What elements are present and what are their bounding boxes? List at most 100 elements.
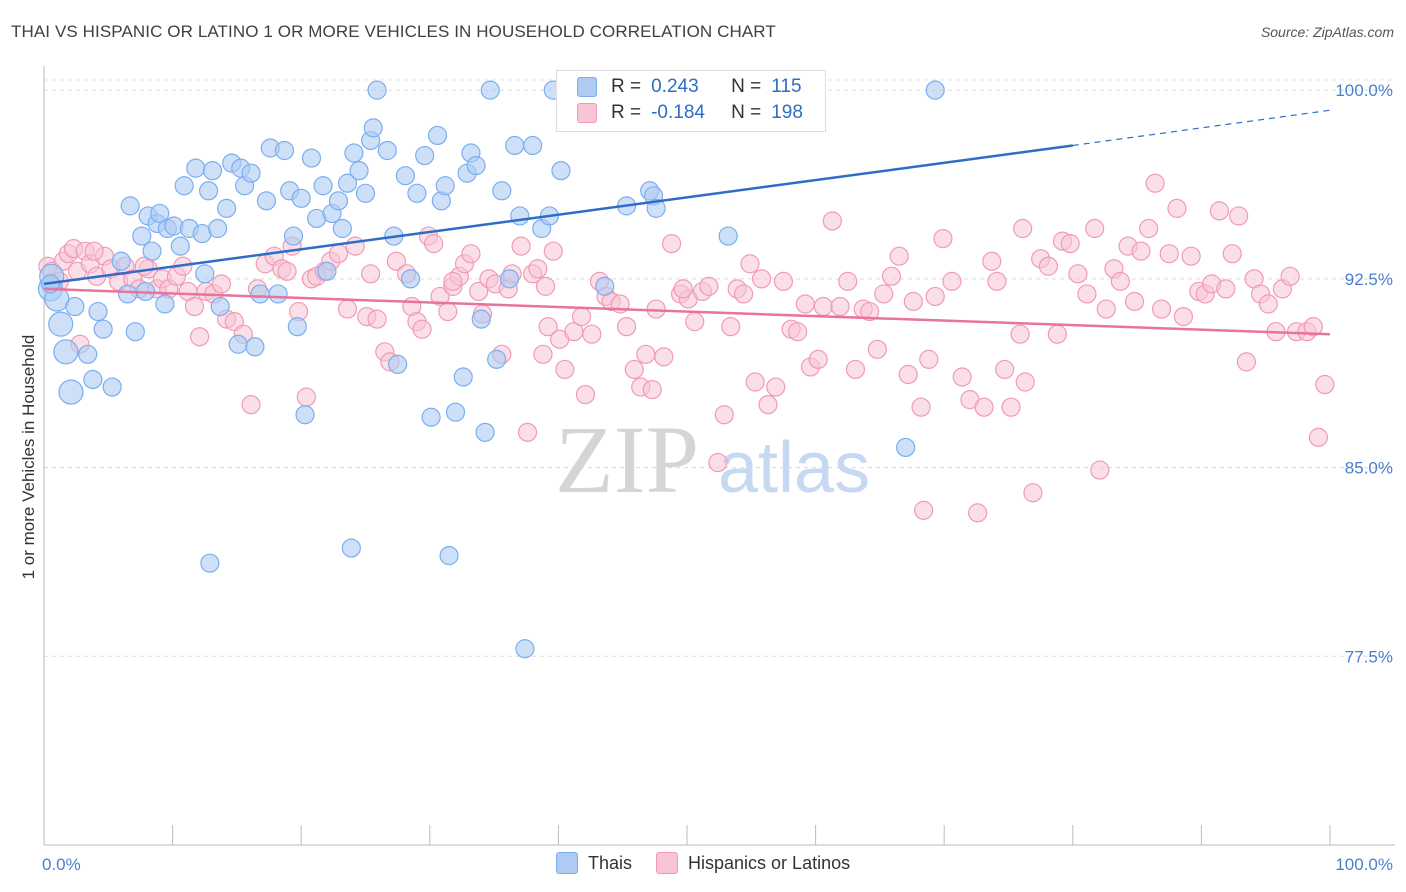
- thai-point: [88, 301, 108, 322]
- x-tick-labels: 0.0% 100.0%: [42, 855, 1393, 874]
- hispanic-point: [438, 301, 458, 322]
- hispanic-point: [1303, 317, 1323, 337]
- thai-point: [268, 284, 288, 304]
- thai-point: [407, 183, 427, 203]
- hispanic-point: [708, 452, 728, 473]
- thai-point: [551, 161, 571, 181]
- hispanic-point: [469, 281, 489, 302]
- legend-label-hispanics: Hispanics or Latinos: [688, 852, 851, 873]
- legend-swatch-thais: [556, 852, 578, 874]
- legend-r-label: R =: [611, 76, 642, 97]
- hispanic-point: [1001, 397, 1021, 417]
- hispanic-point: [914, 500, 934, 520]
- legend-swatch-pink: [577, 103, 597, 123]
- hispanic-point: [903, 291, 923, 312]
- thai-point: [250, 284, 270, 304]
- hispanic-point: [721, 317, 741, 337]
- thai-point: [170, 236, 190, 256]
- chart-source: Source: ZipAtlas.com: [1260, 24, 1394, 40]
- thai-point: [53, 339, 79, 365]
- thai-point: [337, 173, 358, 193]
- x-tick-label-max: 100.0%: [1335, 855, 1393, 874]
- thai-point: [313, 176, 333, 196]
- legend-item-hispanics: Hispanics or Latinos: [656, 852, 850, 874]
- thai-point: [328, 191, 349, 211]
- hispanic-point: [642, 379, 662, 400]
- hispanic-point: [277, 261, 297, 281]
- hispanic-point: [1236, 352, 1257, 372]
- hispanic-point: [424, 234, 444, 254]
- watermark-atlas: atlas: [718, 428, 870, 508]
- thai-point: [395, 166, 415, 186]
- thai-point: [200, 553, 220, 573]
- hispanic-point: [1096, 299, 1116, 319]
- hispanic-point: [1308, 427, 1329, 447]
- y-tick-labels: 100.0% 92.5% 85.0% 77.5%: [1335, 81, 1393, 666]
- hispanic-point: [555, 359, 575, 380]
- thai-point: [125, 322, 145, 342]
- thai-point: [363, 118, 383, 138]
- thai-point: [421, 407, 441, 427]
- thai-point: [58, 379, 84, 405]
- hispanic-point: [1013, 218, 1033, 239]
- hispanic-point: [361, 264, 381, 284]
- hispanic-point: [84, 241, 104, 261]
- hispanic-point: [412, 319, 432, 339]
- thai-point: [510, 206, 530, 226]
- thai-point: [142, 241, 162, 261]
- hispanic-point: [773, 271, 794, 291]
- hispanic-point: [982, 251, 1002, 271]
- thai-trend-line: [43, 144, 1073, 286]
- hispanic-point: [533, 344, 553, 364]
- hispanic-point: [1110, 271, 1130, 291]
- hispanic-point: [328, 244, 349, 264]
- hispanic-point: [624, 359, 644, 380]
- thai-point: [475, 422, 495, 442]
- hispanic-point: [925, 286, 945, 307]
- thai-point: [332, 218, 352, 239]
- thai-point: [78, 344, 98, 364]
- thai-point: [718, 226, 738, 246]
- thai-point: [274, 140, 295, 161]
- thai-point: [208, 218, 228, 239]
- thai-point: [195, 264, 215, 284]
- thai-point: [117, 284, 138, 304]
- hispanic-point: [571, 306, 592, 327]
- hispanic-point: [575, 384, 596, 405]
- hispanic-point: [1315, 374, 1335, 395]
- thai-point: [93, 319, 113, 339]
- hispanic-point: [838, 271, 858, 291]
- hispanic-point: [1145, 173, 1165, 193]
- thai-point: [388, 354, 408, 374]
- thai-point: [341, 538, 361, 558]
- hispanic-point: [795, 294, 815, 314]
- thai-point: [241, 163, 261, 183]
- thai-point: [301, 148, 322, 168]
- hispanic-point: [517, 422, 538, 442]
- hispanic-point: [867, 339, 887, 359]
- hispanic-point: [1229, 206, 1249, 226]
- legend-n-label: N =: [731, 76, 762, 97]
- legend-n-label: N =: [731, 102, 762, 123]
- thai-point: [466, 156, 486, 176]
- hispanic-point: [1131, 241, 1151, 261]
- legend-r-value: -0.184: [651, 102, 705, 123]
- thai-point: [499, 269, 520, 289]
- y-tick-label: 92.5%: [1345, 270, 1393, 289]
- hispanic-point: [911, 397, 931, 417]
- thai-point: [174, 176, 194, 196]
- chart-title: THAI VS HISPANIC OR LATINO 1 OR MORE VEH…: [11, 22, 776, 41]
- thai-point: [111, 251, 131, 271]
- hispanic-point: [337, 299, 358, 319]
- trend-lines: [43, 109, 1331, 336]
- hispanic-point: [881, 266, 902, 286]
- hispanic-point: [654, 347, 674, 367]
- hispanic-point: [511, 236, 531, 256]
- y-tick-label: 100.0%: [1335, 81, 1393, 100]
- hispanic-point: [661, 234, 682, 254]
- hispanic-point: [919, 349, 939, 369]
- x-tick-label-min: 0.0%: [42, 855, 81, 874]
- hispanic-point: [974, 397, 994, 417]
- y-tick-label: 85.0%: [1345, 459, 1393, 478]
- y-axis-label: 1 or more Vehicles in Household: [19, 335, 38, 580]
